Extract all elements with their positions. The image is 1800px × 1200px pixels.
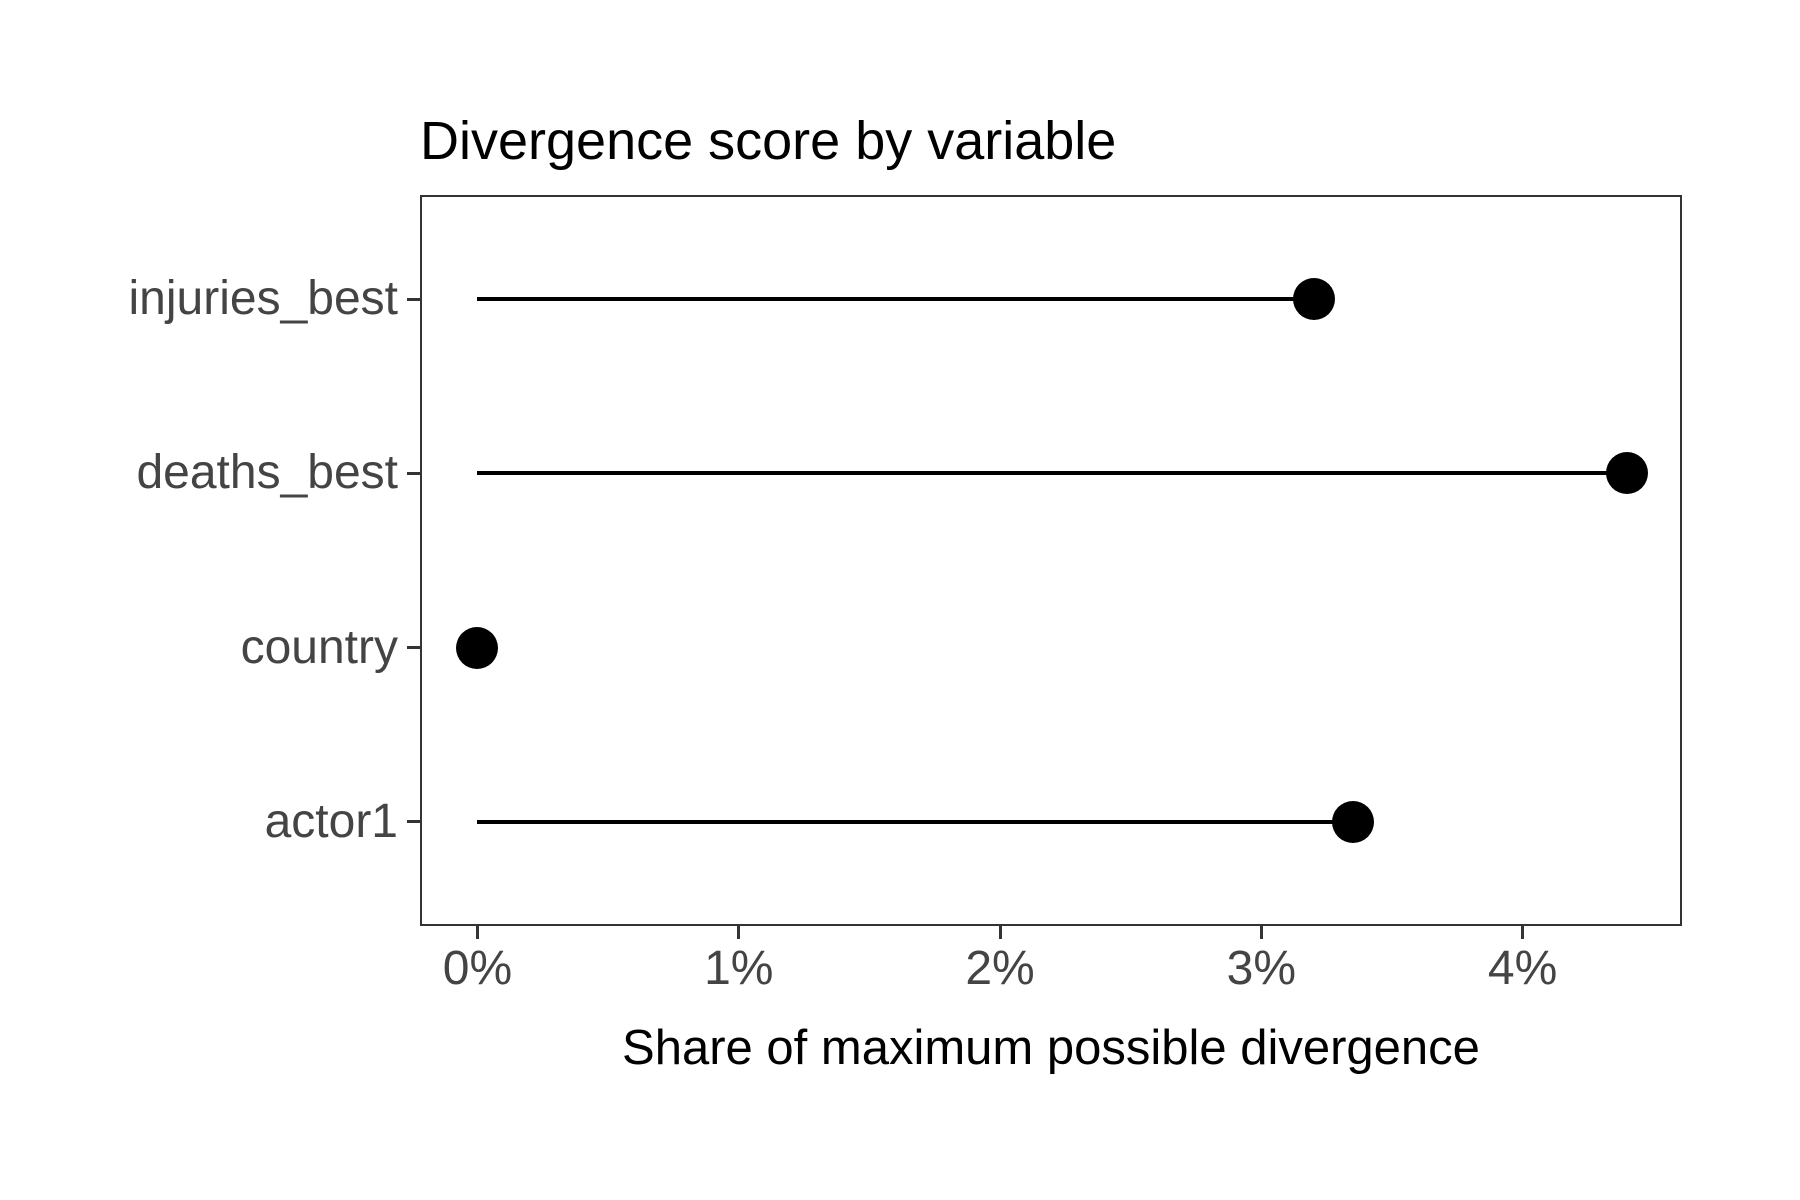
x-axis-tick xyxy=(737,926,741,939)
lollipop-dot xyxy=(1606,452,1649,495)
x-axis-tick-label: 1% xyxy=(704,942,774,995)
plot-panel xyxy=(420,195,1682,926)
y-axis-label-injuries_best: injuries_best xyxy=(128,272,398,326)
y-axis-tick xyxy=(407,646,420,650)
x-axis-tick-label: 2% xyxy=(965,942,1035,995)
lollipop-segment xyxy=(477,819,1353,824)
x-axis-tick-label: 0% xyxy=(442,942,513,995)
y-axis-tick xyxy=(407,820,420,824)
x-axis-tick xyxy=(998,926,1002,939)
lollipop-segment xyxy=(477,471,1628,476)
y-axis-label-deaths_best: deaths_best xyxy=(136,446,398,500)
chart-title: Divergence score by variable xyxy=(420,111,1117,171)
x-axis-tick xyxy=(1521,926,1525,939)
x-axis-tick-label: 3% xyxy=(1226,942,1297,995)
y-axis-tick xyxy=(407,297,420,301)
x-axis-title: Share of maximum possible divergence xyxy=(622,1021,1480,1075)
lollipop-dot xyxy=(1331,800,1374,843)
lollipop-dot xyxy=(456,626,499,669)
y-axis-tick xyxy=(407,471,420,475)
x-axis-tick-label: 4% xyxy=(1487,942,1558,995)
x-axis-tick xyxy=(1259,926,1263,939)
lollipop-segment xyxy=(477,297,1314,302)
x-axis-tick xyxy=(475,926,479,939)
y-axis-label-country: country xyxy=(240,620,398,674)
lollipop-dot xyxy=(1292,278,1335,321)
y-axis-label-actor1: actor1 xyxy=(264,794,398,848)
